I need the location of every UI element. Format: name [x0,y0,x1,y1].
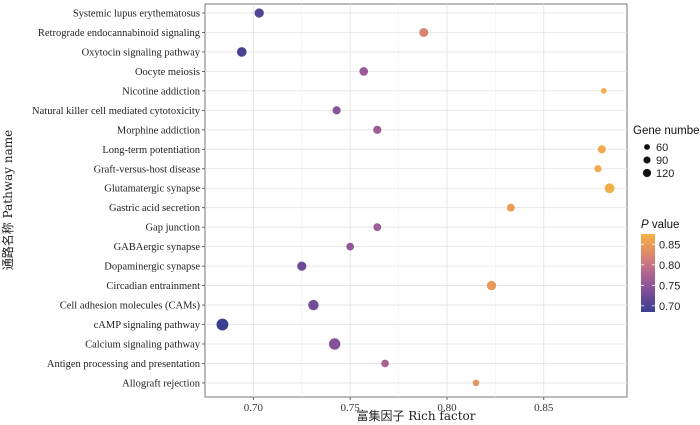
pathway-label: Gap junction [145,223,200,234]
pathway-label: Antigen processing and presentation [47,359,201,370]
color-legend-label: 0.75 [659,280,680,292]
data-point [373,125,382,134]
plot-panel [204,3,628,398]
pathway-label: Dopaminergic synapse [104,262,200,273]
y-axis-title: 通路名称 Pathway name [0,130,15,270]
pathway-label: Calcium signaling pathway [85,339,201,350]
pathway-label: Glutamatergic synapse [104,184,200,195]
pathway-label: Natural killer cell mediated cytotoxicit… [32,106,201,117]
pathway-label: GABAergic synapse [114,242,201,253]
color-legend-label: 0.80 [659,260,680,272]
pathway-label: Cell adhesion molecules (CAMs) [60,301,201,312]
size-legend-title: Gene number [633,125,700,137]
color-legend-label: 0.85 [659,239,680,251]
pathway-label: Systemic lupus erythematosus [73,9,200,20]
data-point [486,280,497,291]
pathway-labels: Systemic lupus erythematosus Retrograde e… [32,9,205,389]
color-legend-bar [641,234,655,312]
color-legend-title-rest: value [649,219,680,231]
color-legend-label: 0.70 [659,301,680,313]
data-point [472,379,480,387]
pathway-label: Retrograde endocannabinoid signaling [38,28,201,39]
size-legend-dot [643,156,651,164]
pathway-label: Oocyte meiosis [135,67,200,78]
pathway-label: Gastric acid secretion [109,203,201,214]
data-point [381,359,389,368]
x-axis-ticks: 0.70 0.75 0.80 0.85 [244,397,554,414]
data-point [419,27,429,37]
x-tick-label: 0.80 [437,402,457,414]
size-legend-label: 90 [656,155,668,167]
data-point [332,106,341,115]
data-point [329,338,341,350]
color-legend-title-p: P [641,219,649,231]
size-legend-dot [644,144,650,150]
data-point [594,165,602,173]
grid-lines [205,4,627,397]
size-legend-label: 120 [656,168,674,180]
data-points [216,8,615,387]
data-point [597,145,606,154]
pathway-label: Circadian entrainment [106,281,200,292]
data-point [216,318,229,331]
color-legend: P value 0.70 0.75 0.80 0.85 [641,219,680,313]
pathway-label: Oxytocin signaling pathway [82,47,201,58]
data-point [346,242,355,251]
data-point [506,203,515,212]
data-point [373,223,382,232]
x-tick-label: 0.70 [244,402,264,414]
pathway-label: cAMP signaling pathway [94,320,201,331]
pathway-label: Morphine addiction [117,125,201,136]
x-tick-label: 0.75 [341,402,361,414]
pathway-label: Nicotine addiction [122,86,201,97]
size-legend-label: 60 [656,142,668,154]
data-point [236,47,247,57]
data-point [604,183,615,194]
pathway-label: Graft-versus-host disease [94,164,201,175]
data-point [600,88,607,94]
x-axis-title: 富集因子 Rich factor [356,408,475,423]
color-legend-title: P value [641,219,679,231]
data-point [254,8,264,18]
pathway-label: Long-term potentiation [102,145,200,156]
x-tick-label: 0.85 [534,402,554,414]
size-legend-dot [642,168,652,178]
pathway-label: Allograft rejection [122,378,201,389]
data-point [359,67,369,76]
data-point [308,299,319,311]
data-point [297,261,307,271]
